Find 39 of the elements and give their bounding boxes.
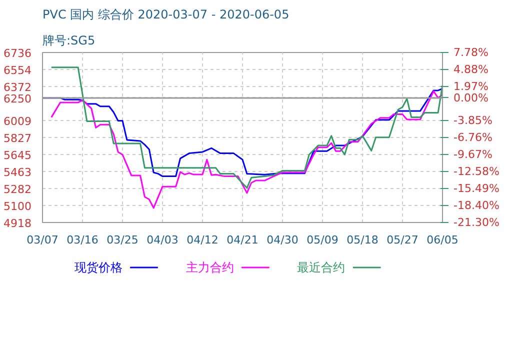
x-tick-label: 04/21 [226,234,258,246]
y2-tick-label: -15.49% [454,182,500,196]
x-tick-label: 06/05 [426,234,458,246]
y2-tick-label: 7.78% [454,46,488,59]
y2-tick-label: -21.30% [454,216,500,229]
y-tick-label: 6250 [4,92,32,106]
y-tick-label: 4918 [4,217,32,230]
y2-tick-label: -12.58% [454,165,500,178]
x-tick-label: 04/03 [146,234,178,246]
y2-tick-label: 0.00% [454,91,488,104]
y-tick-label: 5100 [4,200,32,213]
y-tick-label: 5282 [4,182,32,196]
line-series [50,90,442,209]
chart-title: PVC 国内 综合价 2020-03-07 - 2020-06-05 [42,8,290,22]
y-tick-label: 5827 [4,132,32,145]
y-tick-label: 5463 [4,166,32,180]
y2-tick-label: -6.76% [454,131,492,144]
y-tick-label: 6009 [4,114,32,128]
x-tick-label: 03/16 [66,234,98,246]
legend-label: 最近合约 [297,260,346,274]
y2-tick-label: -9.67% [454,148,492,162]
y-tick-label: 5645 [4,149,32,162]
x-tick-label: 03/07 [26,234,58,246]
x-tick-label: 05/18 [346,234,378,246]
x-tick-label: 03/25 [106,234,138,246]
legend-label: 主力合约 [186,260,234,274]
chart-subtitle: 牌号:SG5 [42,34,96,48]
x-tick-label: 04/30 [266,234,298,246]
y2-tick-label: -3.85% [454,114,492,127]
x-tick-label: 04/12 [186,234,218,246]
y2-tick-label: 1.97% [454,80,488,93]
y-tick-label: 6736 [4,47,32,60]
x-tick-label: 05/09 [306,234,338,246]
y-tick-label: 6372 [4,81,32,94]
y-tick-label: 6554 [4,64,32,78]
legend-label: 现货价格 [74,260,122,274]
x-tick-label: 05/27 [386,234,418,246]
y2-tick-label: 4.88% [454,62,488,76]
y2-tick-label: -18.40% [454,199,500,212]
